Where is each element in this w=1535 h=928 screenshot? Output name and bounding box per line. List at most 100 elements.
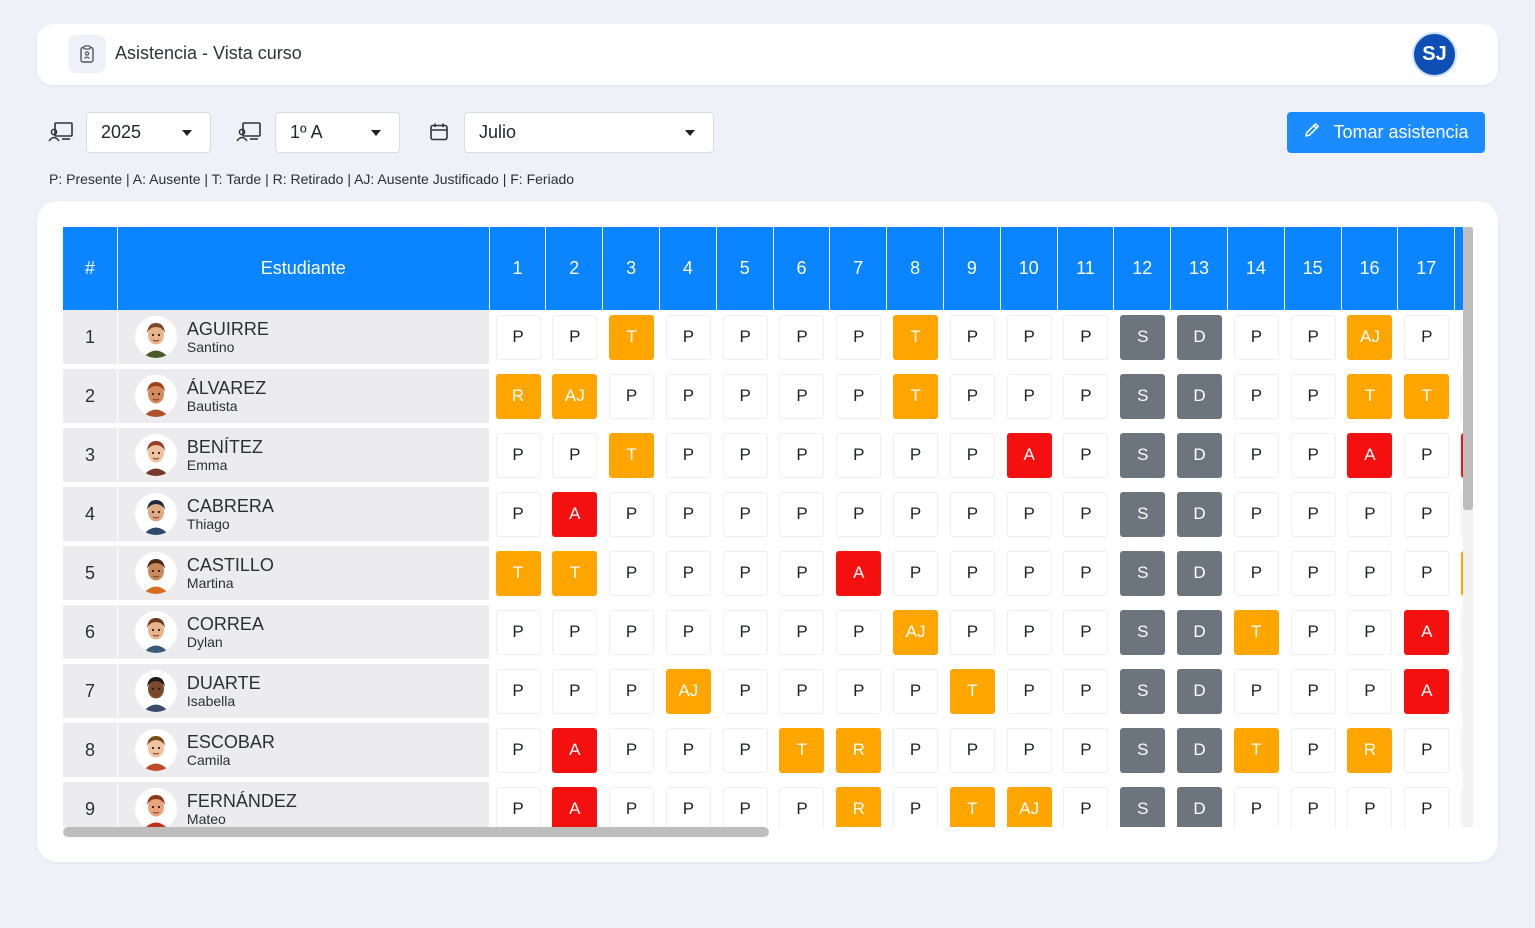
attendance-mark[interactable]: P [1461, 491, 1463, 537]
attendance-mark[interactable]: S [1120, 550, 1166, 596]
attendance-mark[interactable]: P [1233, 432, 1279, 478]
attendance-mark[interactable]: P [609, 550, 655, 596]
user-avatar[interactable]: SJ [1412, 32, 1457, 77]
attendance-mark[interactable]: P [1233, 314, 1279, 360]
attendance-mark[interactable]: S [1120, 432, 1166, 478]
attendance-mark[interactable]: P [1347, 491, 1393, 537]
attendance-mark[interactable]: A [552, 727, 598, 773]
attendance-mark[interactable]: P [1063, 314, 1109, 360]
attendance-mark[interactable]: P [1063, 432, 1109, 478]
attendance-mark[interactable]: R [1461, 550, 1463, 596]
attendance-mark[interactable]: P [779, 373, 825, 419]
attendance-mark[interactable]: P [1404, 432, 1450, 478]
attendance-mark[interactable]: P [893, 491, 939, 537]
attendance-mark[interactable]: S [1120, 373, 1166, 419]
attendance-mark[interactable]: A [1006, 432, 1052, 478]
attendance-mark[interactable]: D [1177, 432, 1223, 478]
student-cell[interactable]: FERNÁNDEZ Mateo [117, 782, 490, 827]
attendance-mark[interactable]: P [1461, 727, 1463, 773]
student-cell[interactable]: CABRERA Thiago [117, 487, 490, 546]
attendance-mark[interactable]: P [722, 786, 768, 827]
attendance-mark[interactable]: P [893, 668, 939, 714]
attendance-mark[interactable]: P [836, 668, 882, 714]
attendance-mark[interactable]: P [665, 432, 711, 478]
year-select[interactable]: 2025 [86, 112, 211, 153]
attendance-mark[interactable]: P [1006, 314, 1052, 360]
attendance-mark[interactable]: P [1290, 727, 1336, 773]
horizontal-scrollbar-thumb[interactable] [63, 827, 769, 837]
attendance-mark[interactable]: P [779, 668, 825, 714]
attendance-mark[interactable]: S [1120, 491, 1166, 537]
attendance-mark[interactable]: P [779, 609, 825, 655]
attendance-mark[interactable]: D [1177, 609, 1223, 655]
attendance-mark[interactable]: P [495, 491, 541, 537]
attendance-mark[interactable]: P [1006, 491, 1052, 537]
attendance-mark[interactable]: P [609, 786, 655, 827]
attendance-mark[interactable]: P [1290, 786, 1336, 827]
student-cell[interactable]: CASTILLO Martina [117, 546, 490, 605]
attendance-mark[interactable]: P [665, 786, 711, 827]
attendance-mark[interactable]: P [949, 314, 995, 360]
attendance-mark[interactable]: P [1404, 786, 1450, 827]
attendance-mark[interactable]: A [1461, 432, 1463, 478]
attendance-mark[interactable]: P [1063, 609, 1109, 655]
attendance-mark[interactable]: P [836, 314, 882, 360]
attendance-mark[interactable]: P [722, 609, 768, 655]
attendance-mark[interactable]: S [1120, 786, 1166, 827]
attendance-mark[interactable]: P [1006, 727, 1052, 773]
attendance-mark[interactable]: P [1461, 314, 1463, 360]
attendance-mark[interactable]: T [893, 314, 939, 360]
student-cell[interactable]: ÁLVAREZ Bautista [117, 369, 490, 428]
attendance-mark[interactable]: P [779, 432, 825, 478]
attendance-mark[interactable]: P [1404, 550, 1450, 596]
attendance-mark[interactable]: P [1063, 668, 1109, 714]
attendance-mark[interactable]: P [1404, 314, 1450, 360]
vertical-scrollbar-thumb[interactable] [1463, 227, 1473, 510]
attendance-mark[interactable]: S [1120, 668, 1166, 714]
attendance-mark[interactable]: P [1290, 491, 1336, 537]
attendance-mark[interactable]: P [609, 727, 655, 773]
attendance-mark[interactable]: P [609, 668, 655, 714]
attendance-mark[interactable]: P [836, 373, 882, 419]
attendance-mark[interactable]: A [552, 491, 598, 537]
attendance-mark[interactable]: P [1461, 609, 1463, 655]
attendance-mark[interactable]: AJ [1006, 786, 1052, 827]
attendance-mark[interactable]: P [893, 432, 939, 478]
attendance-mark[interactable]: P [1233, 786, 1279, 827]
attendance-mark[interactable]: A [1404, 668, 1450, 714]
attendance-mark[interactable]: P [1461, 786, 1463, 827]
attendance-mark[interactable]: P [665, 314, 711, 360]
attendance-mark[interactable]: P [495, 786, 541, 827]
attendance-mark[interactable]: P [495, 432, 541, 478]
attendance-mark[interactable]: P [1233, 668, 1279, 714]
attendance-mark[interactable]: P [893, 550, 939, 596]
attendance-mark[interactable]: T [949, 668, 995, 714]
attendance-mark[interactable]: S [1120, 609, 1166, 655]
vertical-scrollbar-track[interactable] [1463, 227, 1473, 827]
attendance-mark[interactable]: P [949, 432, 995, 478]
attendance-mark[interactable]: P [1063, 373, 1109, 419]
attendance-mark[interactable]: P [836, 432, 882, 478]
attendance-mark[interactable]: P [1290, 314, 1336, 360]
attendance-mark[interactable]: P [949, 550, 995, 596]
attendance-mark[interactable]: T [1347, 373, 1393, 419]
attendance-mark[interactable]: D [1177, 314, 1223, 360]
attendance-mark[interactable]: P [495, 727, 541, 773]
attendance-mark[interactable]: T [495, 550, 541, 596]
attendance-mark[interactable]: P [1233, 491, 1279, 537]
attendance-mark[interactable]: P [722, 432, 768, 478]
attendance-mark[interactable]: P [1063, 727, 1109, 773]
attendance-mark[interactable]: R [1347, 727, 1393, 773]
attendance-mark[interactable]: P [665, 609, 711, 655]
attendance-mark[interactable]: P [495, 609, 541, 655]
attendance-mark[interactable]: P [609, 373, 655, 419]
attendance-mark[interactable]: T [609, 432, 655, 478]
attendance-mark[interactable]: P [1233, 550, 1279, 596]
attendance-mark[interactable]: P [1063, 786, 1109, 827]
attendance-mark[interactable]: P [1347, 550, 1393, 596]
attendance-mark[interactable]: P [495, 668, 541, 714]
attendance-mark[interactable]: P [609, 609, 655, 655]
attendance-mark[interactable]: R [495, 373, 541, 419]
attendance-mark[interactable]: AJ [552, 373, 598, 419]
attendance-mark[interactable]: P [495, 314, 541, 360]
